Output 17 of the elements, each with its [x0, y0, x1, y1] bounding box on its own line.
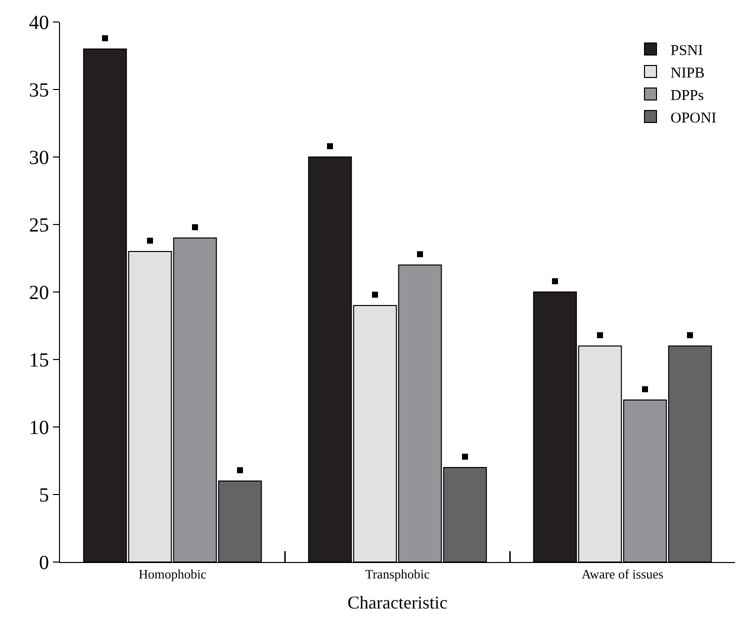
legend-label: OPONI [670, 110, 716, 126]
y-tick-label: 15 [29, 350, 49, 372]
y-tick-label: 20 [29, 282, 49, 304]
y-tick-label: 0 [39, 552, 49, 574]
y-tick-label: 30 [29, 147, 49, 169]
x-tick-label: Homophobic [138, 566, 207, 582]
legend-label: DPPs [670, 88, 704, 104]
legend-label: PSNI [670, 42, 704, 59]
y-tick-label: 35 [29, 80, 49, 102]
y-tick-label: 40 [29, 12, 49, 34]
y-tick-label: 5 [39, 484, 49, 506]
legend-label: NIPB [670, 65, 705, 82]
x-tick-label: Transphobic [365, 566, 430, 582]
x-axis-title: Characteristic [348, 592, 448, 613]
y-tick-label: 10 [29, 417, 49, 439]
x-tick-label: Aware of issues [582, 566, 664, 582]
y-tick-label: 25 [29, 214, 49, 236]
